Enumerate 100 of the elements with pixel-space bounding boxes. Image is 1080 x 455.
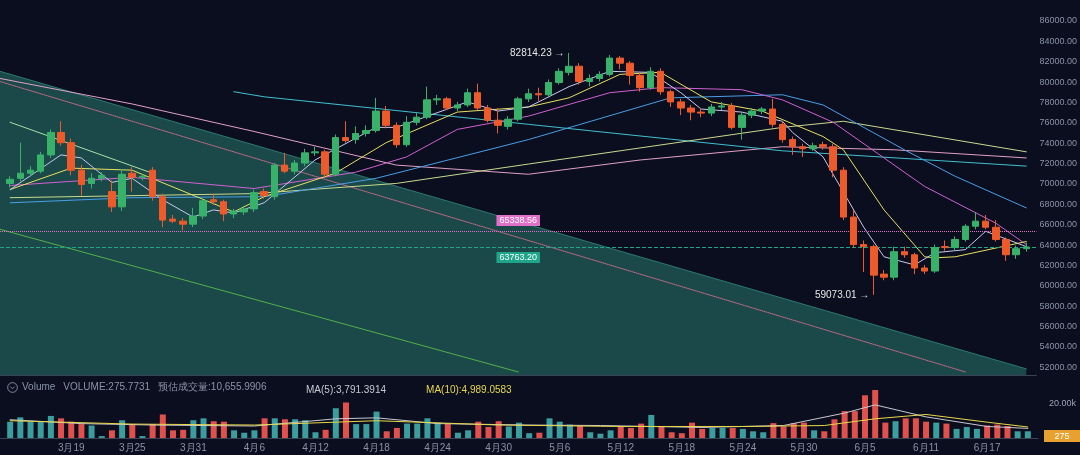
candlestick xyxy=(718,101,725,111)
bar xyxy=(923,421,930,438)
bar xyxy=(129,424,136,438)
candlestick xyxy=(890,246,898,281)
bar xyxy=(444,424,451,438)
bar xyxy=(668,432,675,438)
bar xyxy=(719,427,726,438)
bar xyxy=(597,433,604,438)
candlestick xyxy=(494,107,502,134)
candlestick xyxy=(27,165,34,177)
candlestick xyxy=(37,151,44,174)
bar xyxy=(363,424,370,438)
candlestick xyxy=(352,125,359,145)
candlestick xyxy=(484,104,491,123)
candlestick xyxy=(555,67,563,86)
candlestick xyxy=(901,246,908,259)
candlestick xyxy=(819,141,827,151)
bar xyxy=(454,432,461,438)
bar xyxy=(383,431,390,438)
bar xyxy=(526,433,533,438)
candlestick xyxy=(657,67,664,96)
candlestick xyxy=(240,205,248,216)
bar xyxy=(872,390,879,438)
candlestick xyxy=(342,120,349,144)
x-tick-label: 6月5 xyxy=(854,441,876,453)
bar xyxy=(505,426,512,438)
bar xyxy=(862,395,868,438)
candlestick xyxy=(362,124,370,138)
bar xyxy=(882,422,889,438)
bar xyxy=(475,421,482,438)
bar xyxy=(902,418,909,438)
bar xyxy=(627,427,634,438)
bar xyxy=(47,415,54,438)
y-tick-label: 64000.00 xyxy=(1039,239,1078,250)
bar xyxy=(587,432,594,438)
candlestick xyxy=(789,136,796,156)
candlestick xyxy=(321,149,329,178)
line-series xyxy=(233,91,1027,167)
bar xyxy=(729,427,736,438)
bar xyxy=(159,414,166,438)
bar xyxy=(831,419,838,438)
candlestick xyxy=(982,214,989,230)
candlestick xyxy=(779,120,786,144)
bar xyxy=(241,432,248,438)
x-tick-label: 5月6 xyxy=(549,441,571,453)
candlestick xyxy=(372,97,380,133)
text: 20.00k xyxy=(1048,397,1077,408)
bar xyxy=(404,423,411,438)
candlestick xyxy=(159,193,166,228)
bar xyxy=(973,428,980,438)
y-tick-label: 62000.00 xyxy=(1039,259,1078,270)
x-tick-label: 5月30 xyxy=(790,441,818,453)
y-tick-label: 70000.00 xyxy=(1039,178,1078,189)
bar xyxy=(943,423,950,438)
bar xyxy=(393,427,400,438)
candlestick xyxy=(606,54,613,77)
candlestick xyxy=(1012,245,1020,260)
candlestick xyxy=(992,219,1000,243)
bar xyxy=(1004,426,1011,438)
bar xyxy=(312,432,319,438)
bar xyxy=(841,411,848,438)
candlestick xyxy=(647,66,654,91)
candlestick xyxy=(291,159,298,175)
bar xyxy=(1024,431,1031,438)
x-tick-label: 3月31 xyxy=(180,441,208,453)
annotation: 82814.23 → xyxy=(510,47,565,59)
line-series xyxy=(9,94,1027,209)
candlestick xyxy=(1002,236,1010,262)
candlestick xyxy=(667,89,674,108)
candlestick xyxy=(504,115,512,130)
bar xyxy=(648,414,655,438)
bar xyxy=(1014,431,1021,438)
y-tick-label: 74000.00 xyxy=(1039,137,1078,148)
candlestick xyxy=(260,188,268,200)
candlestick xyxy=(179,217,187,231)
candlestick xyxy=(149,166,156,202)
bar xyxy=(7,421,14,438)
bar xyxy=(261,418,268,438)
candlestick xyxy=(799,143,806,158)
candlestick xyxy=(281,152,288,174)
candlestick xyxy=(921,264,928,275)
y-tick-label: 78000.00 xyxy=(1039,96,1078,107)
bar xyxy=(892,421,899,438)
bar xyxy=(750,431,757,438)
annotation: VOLUME:275.7731 xyxy=(63,381,151,393)
candlestick xyxy=(139,173,146,181)
bar xyxy=(709,427,716,438)
y-tick-label: 72000.00 xyxy=(1039,158,1078,169)
candlestick xyxy=(626,60,634,86)
x-tick-label: 4月24 xyxy=(424,441,452,453)
bar xyxy=(58,418,65,438)
candlestick xyxy=(108,179,116,213)
bar xyxy=(465,430,472,438)
candlestick xyxy=(931,244,939,274)
bar xyxy=(37,421,44,438)
candlestick xyxy=(941,239,949,252)
x-tick-label: 3月19 xyxy=(57,441,86,453)
candlestick xyxy=(6,175,14,188)
bar xyxy=(800,422,807,438)
bar xyxy=(658,426,665,438)
